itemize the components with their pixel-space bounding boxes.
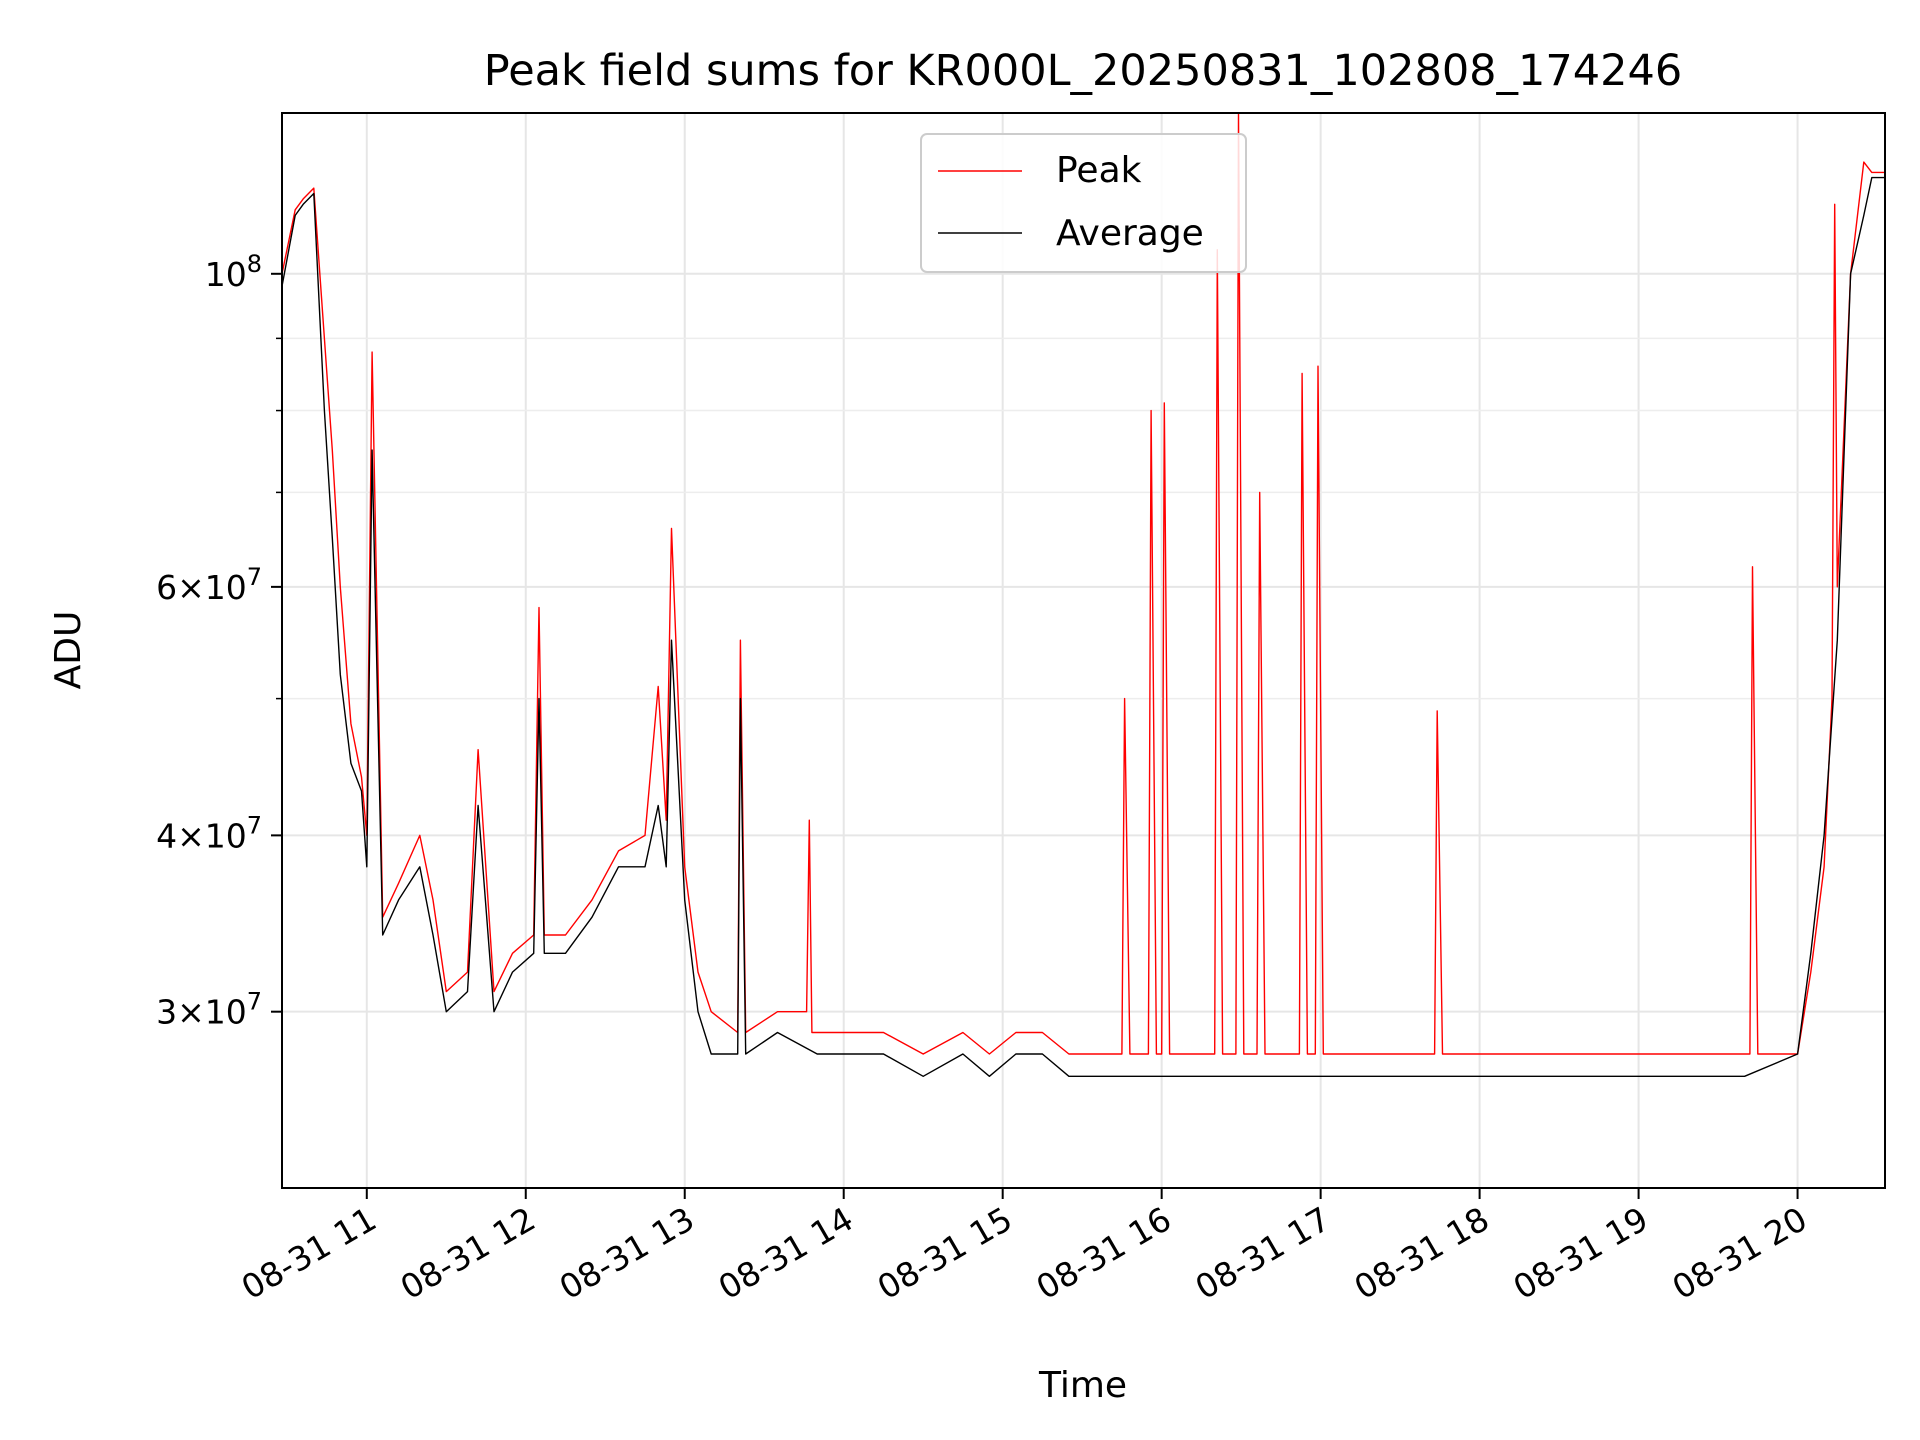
- legend: Peak Average: [920, 133, 1247, 273]
- legend-label-peak: Peak: [1056, 150, 1142, 191]
- chart-title: Peak field sums for KR000L_20250831_1028…: [484, 46, 1682, 96]
- legend-label-average: Average: [1056, 213, 1204, 254]
- series-line-average: [281, 176, 1885, 1078]
- y-tick-label: 108: [205, 250, 262, 294]
- y-tick-label: 6×107: [156, 563, 262, 607]
- y-tick-label: 4×107: [156, 811, 262, 855]
- y-tick-label: 3×107: [156, 988, 262, 1032]
- series-layer: [281, 112, 1885, 1078]
- y-ticks: 3×107 4×107 6×107 108: [156, 250, 282, 1032]
- series-line-peak: [281, 112, 1885, 1055]
- legend-box: [920, 133, 1247, 273]
- x-axis-label: Time: [1038, 1365, 1127, 1406]
- plot-frame: [281, 112, 1886, 1189]
- y-axis-label: ADU: [48, 611, 89, 690]
- grid-layer: [282, 113, 1885, 1188]
